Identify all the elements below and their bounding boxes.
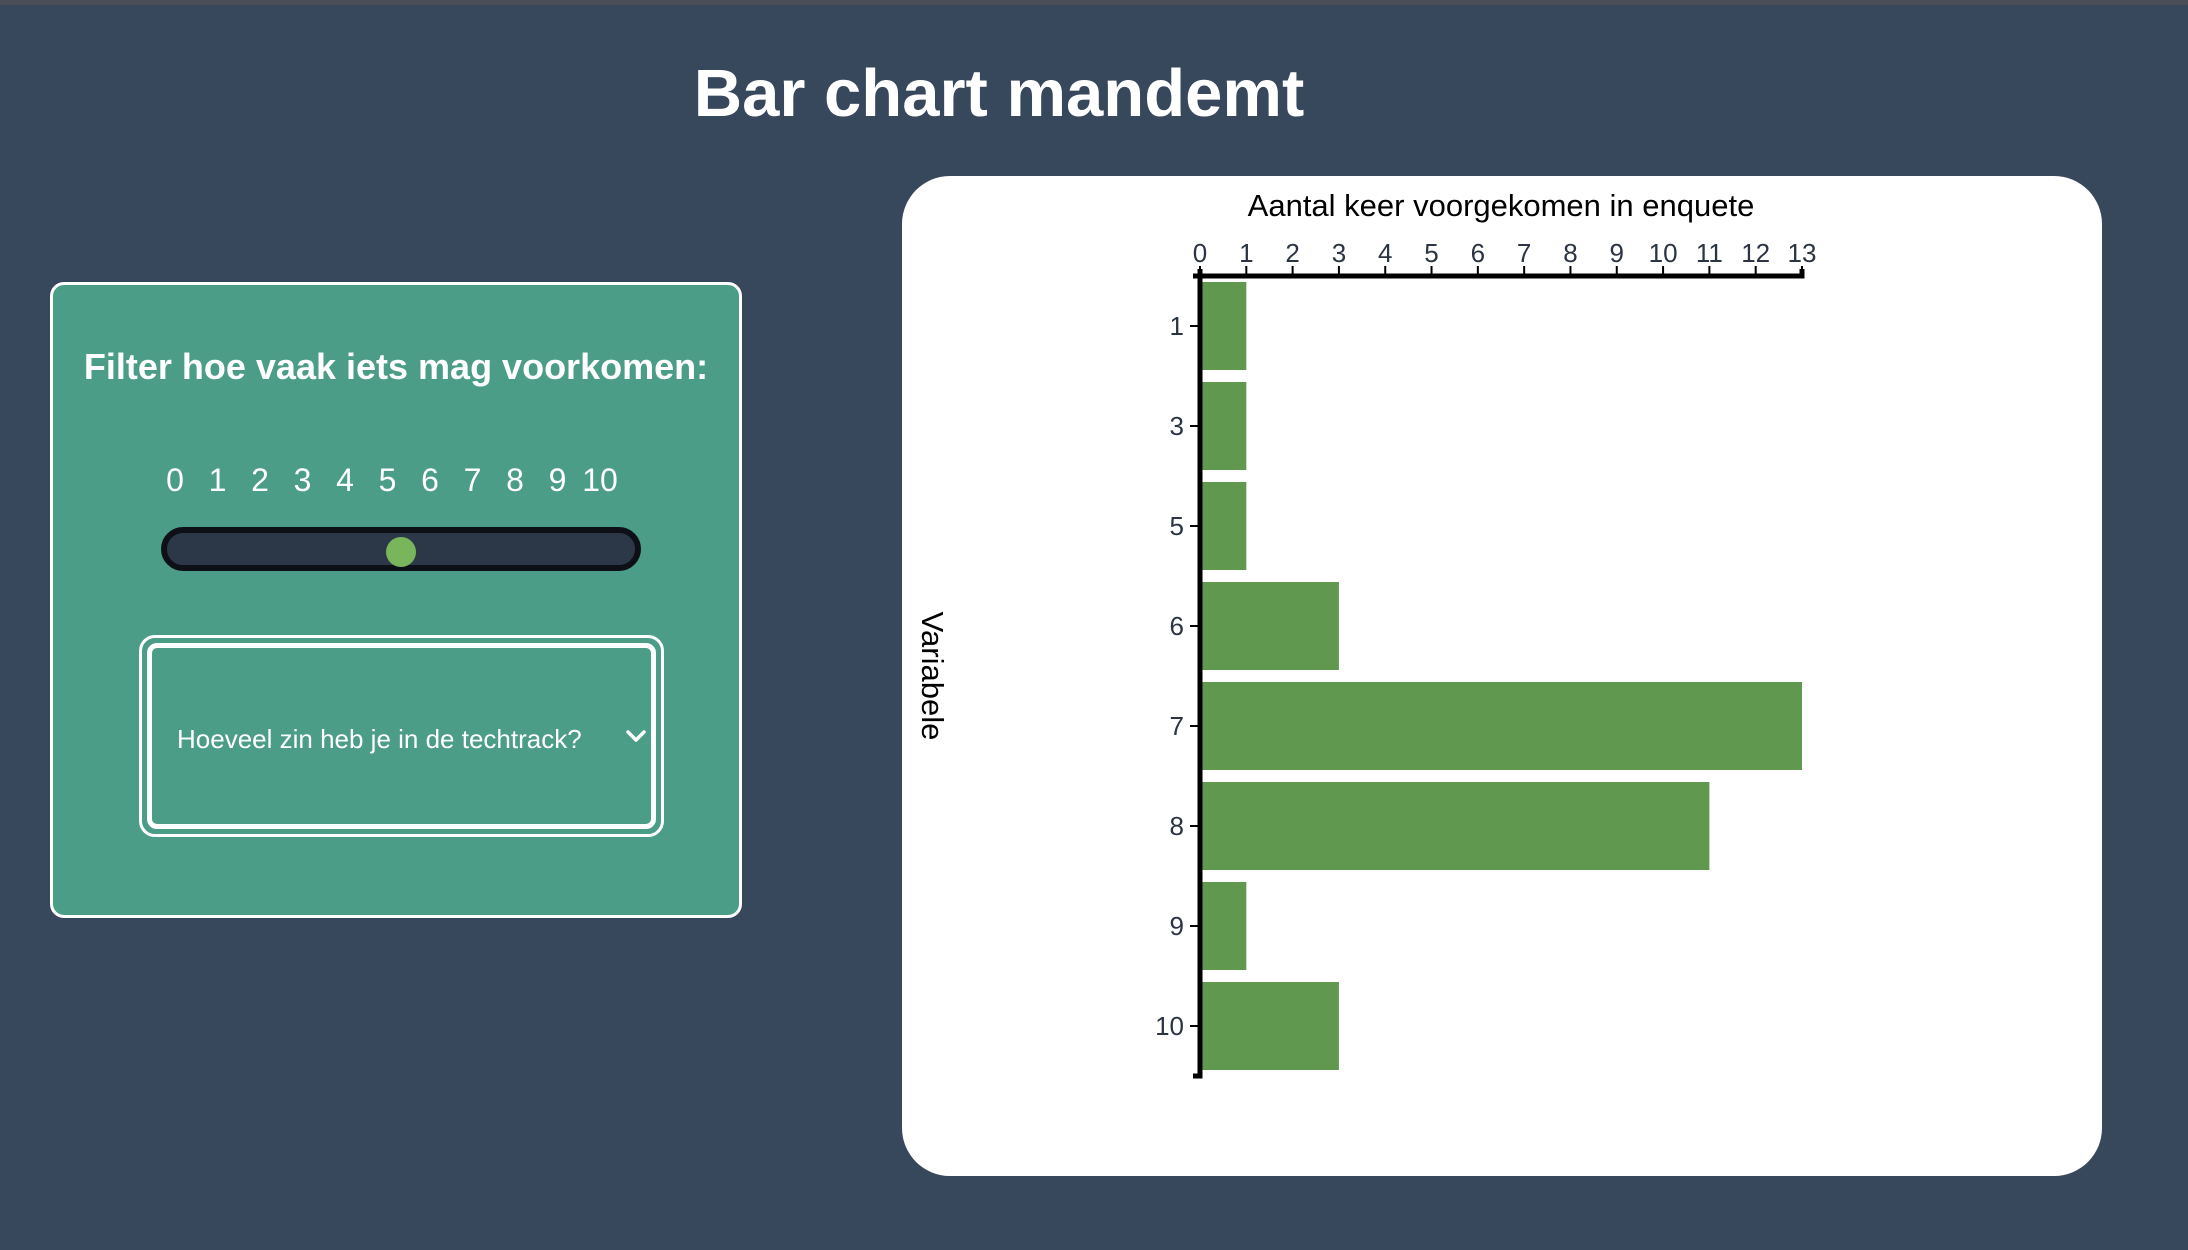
y-tick-label: 10 [1155, 1011, 1184, 1041]
y-tick-label: 5 [1170, 511, 1184, 541]
slider-tick-label: 10 [582, 462, 618, 498]
x-tick-label: 8 [1563, 238, 1577, 268]
y-tick-label: 9 [1170, 911, 1184, 941]
chart-card: 0 1 2 3 4 5 6 7 8 9 10 11 12 13 1 3 5 6 7 8 9 10 Aantal keer v… [902, 176, 2102, 1176]
filter-title: Filter hoe vaak iets mag voorkomen: [83, 346, 709, 387]
x-tick-label: 2 [1285, 238, 1299, 268]
bar [1200, 882, 1247, 970]
y-tick-label: 6 [1170, 611, 1184, 641]
bar [1200, 682, 1802, 770]
x-tick-label: 4 [1378, 238, 1392, 268]
x-tick-label: 5 [1424, 238, 1438, 268]
x-tick-label: 1 [1239, 238, 1253, 268]
y-tick-label: 1 [1170, 311, 1184, 341]
slider-tick-label: 1 [208, 462, 227, 498]
y-tick-label: 3 [1170, 411, 1184, 441]
slider-thumb[interactable] [386, 537, 416, 567]
y-axis-line [1193, 273, 1203, 1079]
slider-tick-label: 8 [506, 462, 524, 498]
x-tick-label: 12 [1741, 238, 1770, 268]
y-tick-label: 7 [1170, 711, 1184, 741]
y-axis-title: Variabele [915, 612, 950, 741]
bar [1200, 382, 1247, 470]
x-tick-label: 3 [1332, 238, 1346, 268]
slider-tick-label: 9 [548, 462, 567, 498]
x-tick-label: 0 [1193, 238, 1207, 268]
slider-tick-label: 4 [336, 462, 354, 498]
slider-tick-labels: 0 1 2 3 4 5 6 7 8 9 10 [161, 460, 661, 500]
question-select[interactable]: Hoeveel zin heb je in de techtrack? [139, 635, 664, 837]
y-tick-label: 8 [1170, 811, 1184, 841]
slider-tick-label: 0 [166, 462, 184, 498]
page-title: Bar chart mandemt [693, 56, 1305, 131]
chevron-down-icon[interactable] [625, 726, 647, 746]
x-axis-title: Aantal keer voorgekomen in enquete [1248, 188, 1755, 223]
slider-tick-label: 5 [378, 462, 397, 498]
window-top-edge [0, 0, 2188, 5]
bar [1200, 282, 1247, 370]
x-axis-line [1197, 269, 1805, 279]
slider-tick-label: 6 [421, 462, 439, 498]
x-tick-label: 13 [1788, 238, 1817, 268]
slider-tick-label: 2 [251, 462, 269, 498]
slider-tick-label: 7 [463, 462, 482, 498]
bar [1200, 482, 1247, 570]
x-tick-label: 6 [1471, 238, 1485, 268]
x-tick-label: 9 [1610, 238, 1624, 268]
bar [1200, 782, 1710, 870]
x-tick-label: 11 [1696, 238, 1723, 268]
question-select-value: Hoeveel zin heb je in de techtrack? [177, 724, 582, 754]
question-select-box[interactable]: Hoeveel zin heb je in de techtrack? [147, 643, 656, 829]
occurrence-slider[interactable] [161, 527, 641, 571]
bar [1200, 982, 1339, 1070]
bar [1200, 582, 1339, 670]
x-tick-label: 10 [1649, 238, 1678, 268]
slider-tick-label: 3 [293, 462, 312, 498]
x-tick-label: 7 [1517, 238, 1531, 268]
